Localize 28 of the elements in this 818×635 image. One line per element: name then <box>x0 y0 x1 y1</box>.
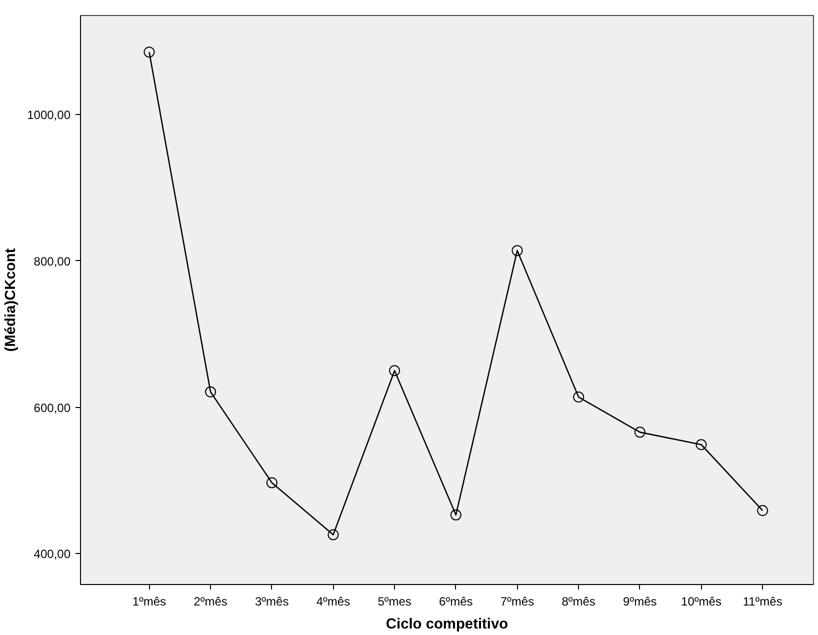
point <box>634 426 646 438</box>
x-tick-label: 8ºmês <box>562 594 596 608</box>
y-axis-title: (Média)CKcont <box>3 248 20 352</box>
point <box>205 386 216 398</box>
x-tick-label: 3ºmês <box>255 594 289 608</box>
point <box>512 245 523 256</box>
x-tick-label: 6ºmês <box>439 594 473 608</box>
x-axis-title: Ciclo competitivo <box>386 616 508 632</box>
y-tick-label: 400,00 <box>34 547 71 562</box>
point <box>144 46 155 58</box>
y-tick-label: 1000,00 <box>27 108 71 122</box>
x-tick-label: 4ºmês <box>316 594 350 608</box>
x-tick-label: 1ºmês <box>132 594 166 608</box>
point <box>450 509 462 520</box>
x-tick-label: 2ºmês <box>194 594 228 608</box>
x-tick-label: 11ºmês <box>742 594 782 608</box>
x-tick-label: 5ºmes <box>378 594 412 608</box>
point <box>389 365 400 376</box>
x-tick-label: 9ºmês <box>623 594 657 608</box>
x-tick-label: 10ºmês <box>681 594 722 608</box>
y-tick-label: 600,00 <box>34 400 71 415</box>
point <box>328 529 339 540</box>
y-tick-label: 800,00 <box>34 254 71 268</box>
x-tick-label: 7ºmês <box>500 594 534 608</box>
point <box>696 439 707 450</box>
point <box>266 477 278 488</box>
point <box>757 505 768 516</box>
point <box>573 392 584 403</box>
